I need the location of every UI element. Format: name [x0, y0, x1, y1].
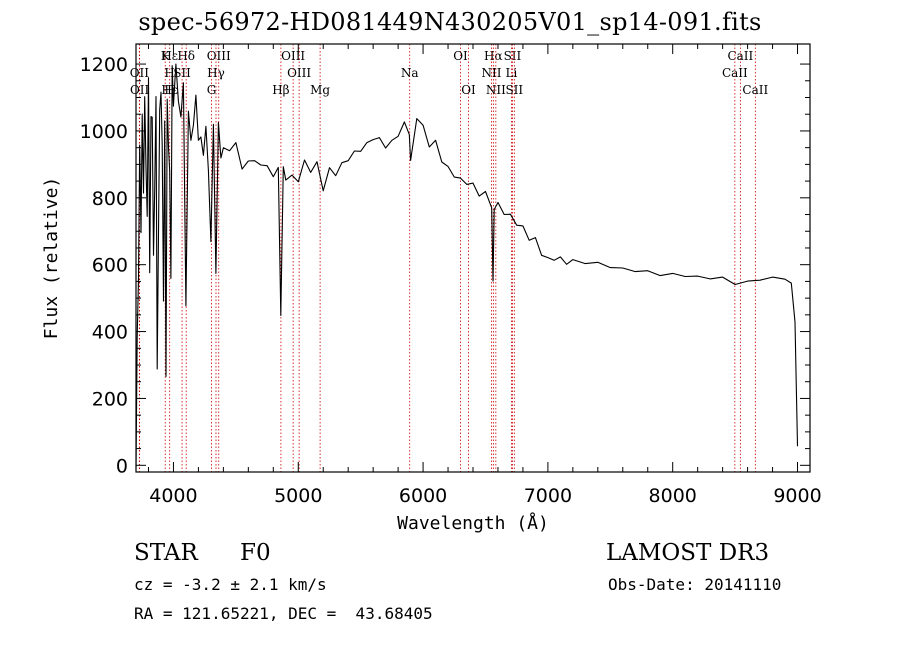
marker-label-7: Hδ [177, 49, 195, 63]
object-class: STAR [134, 540, 198, 566]
x-tick-label-8000: 8000 [649, 485, 697, 507]
marker-label-10: Hγ [207, 66, 225, 80]
x-tick-label-7000: 7000 [524, 485, 572, 507]
y-tick-label-0: 0 [116, 455, 128, 477]
x-tick-label-5000: 5000 [274, 485, 322, 507]
marker-label-25: CaII [727, 49, 753, 63]
y-axis-label: Flux (relative) [41, 177, 62, 340]
marker-label-8: SII [173, 66, 191, 80]
y-tick-label-200: 200 [92, 388, 128, 410]
survey-name: LAMOST DR3 [606, 540, 770, 566]
marker-label-24: SII [505, 83, 523, 97]
y-tick-label-600: 600 [92, 255, 128, 277]
marker-label-9: OIII [207, 49, 231, 63]
marker-label-4: K [161, 49, 171, 63]
marker-label-20: NII [481, 66, 501, 80]
marker-label-26: CaII [722, 66, 748, 80]
obs-date: Obs-Date: 20141110 [608, 575, 782, 594]
marker-label-15: Mg [310, 83, 330, 97]
marker-label-23: Li [506, 66, 518, 80]
marker-label-14: OIII [287, 66, 311, 80]
y-tick-label-1000: 1000 [80, 121, 128, 143]
spectrum-line-flux [135, 63, 799, 469]
marker-label-22: SII [504, 49, 522, 63]
marker-label-2: OII [130, 83, 150, 97]
coordinates: RA = 121.65221, DEC = 43.68405 [134, 604, 433, 623]
marker-label-19: Hα [484, 49, 503, 63]
y-tick-label-400: 400 [92, 322, 128, 344]
marker-label-5: H [164, 66, 174, 80]
marker-label-16: Na [401, 66, 419, 80]
marker-label-27: CaII [742, 83, 768, 97]
x-tick-label-6000: 6000 [399, 485, 447, 507]
object-subclass: F0 [240, 540, 271, 566]
marker-label-12: Hβ [272, 83, 289, 97]
plot-frame [135, 43, 811, 473]
marker-label-13: OIII [281, 49, 305, 63]
marker-label-17: OI [453, 49, 468, 63]
marker-label-11: G [207, 83, 217, 97]
x-tick-label-4000: 4000 [149, 485, 197, 507]
marker-label-6: H [164, 83, 174, 97]
marker-label-21: NII [486, 83, 506, 97]
y-tick-label-1200: 1200 [80, 54, 128, 76]
chart-title: spec-56972-HD081449N430205V01_sp14-091.f… [138, 8, 762, 36]
y-tick-label-800: 800 [92, 188, 128, 210]
x-axis-label: Wavelength (Å) [397, 512, 549, 534]
x-tick-label-9000: 9000 [773, 485, 821, 507]
marker-label-18: OI [461, 83, 476, 97]
redshift-info: cz = -3.2 ± 2.1 km/s [134, 575, 327, 594]
